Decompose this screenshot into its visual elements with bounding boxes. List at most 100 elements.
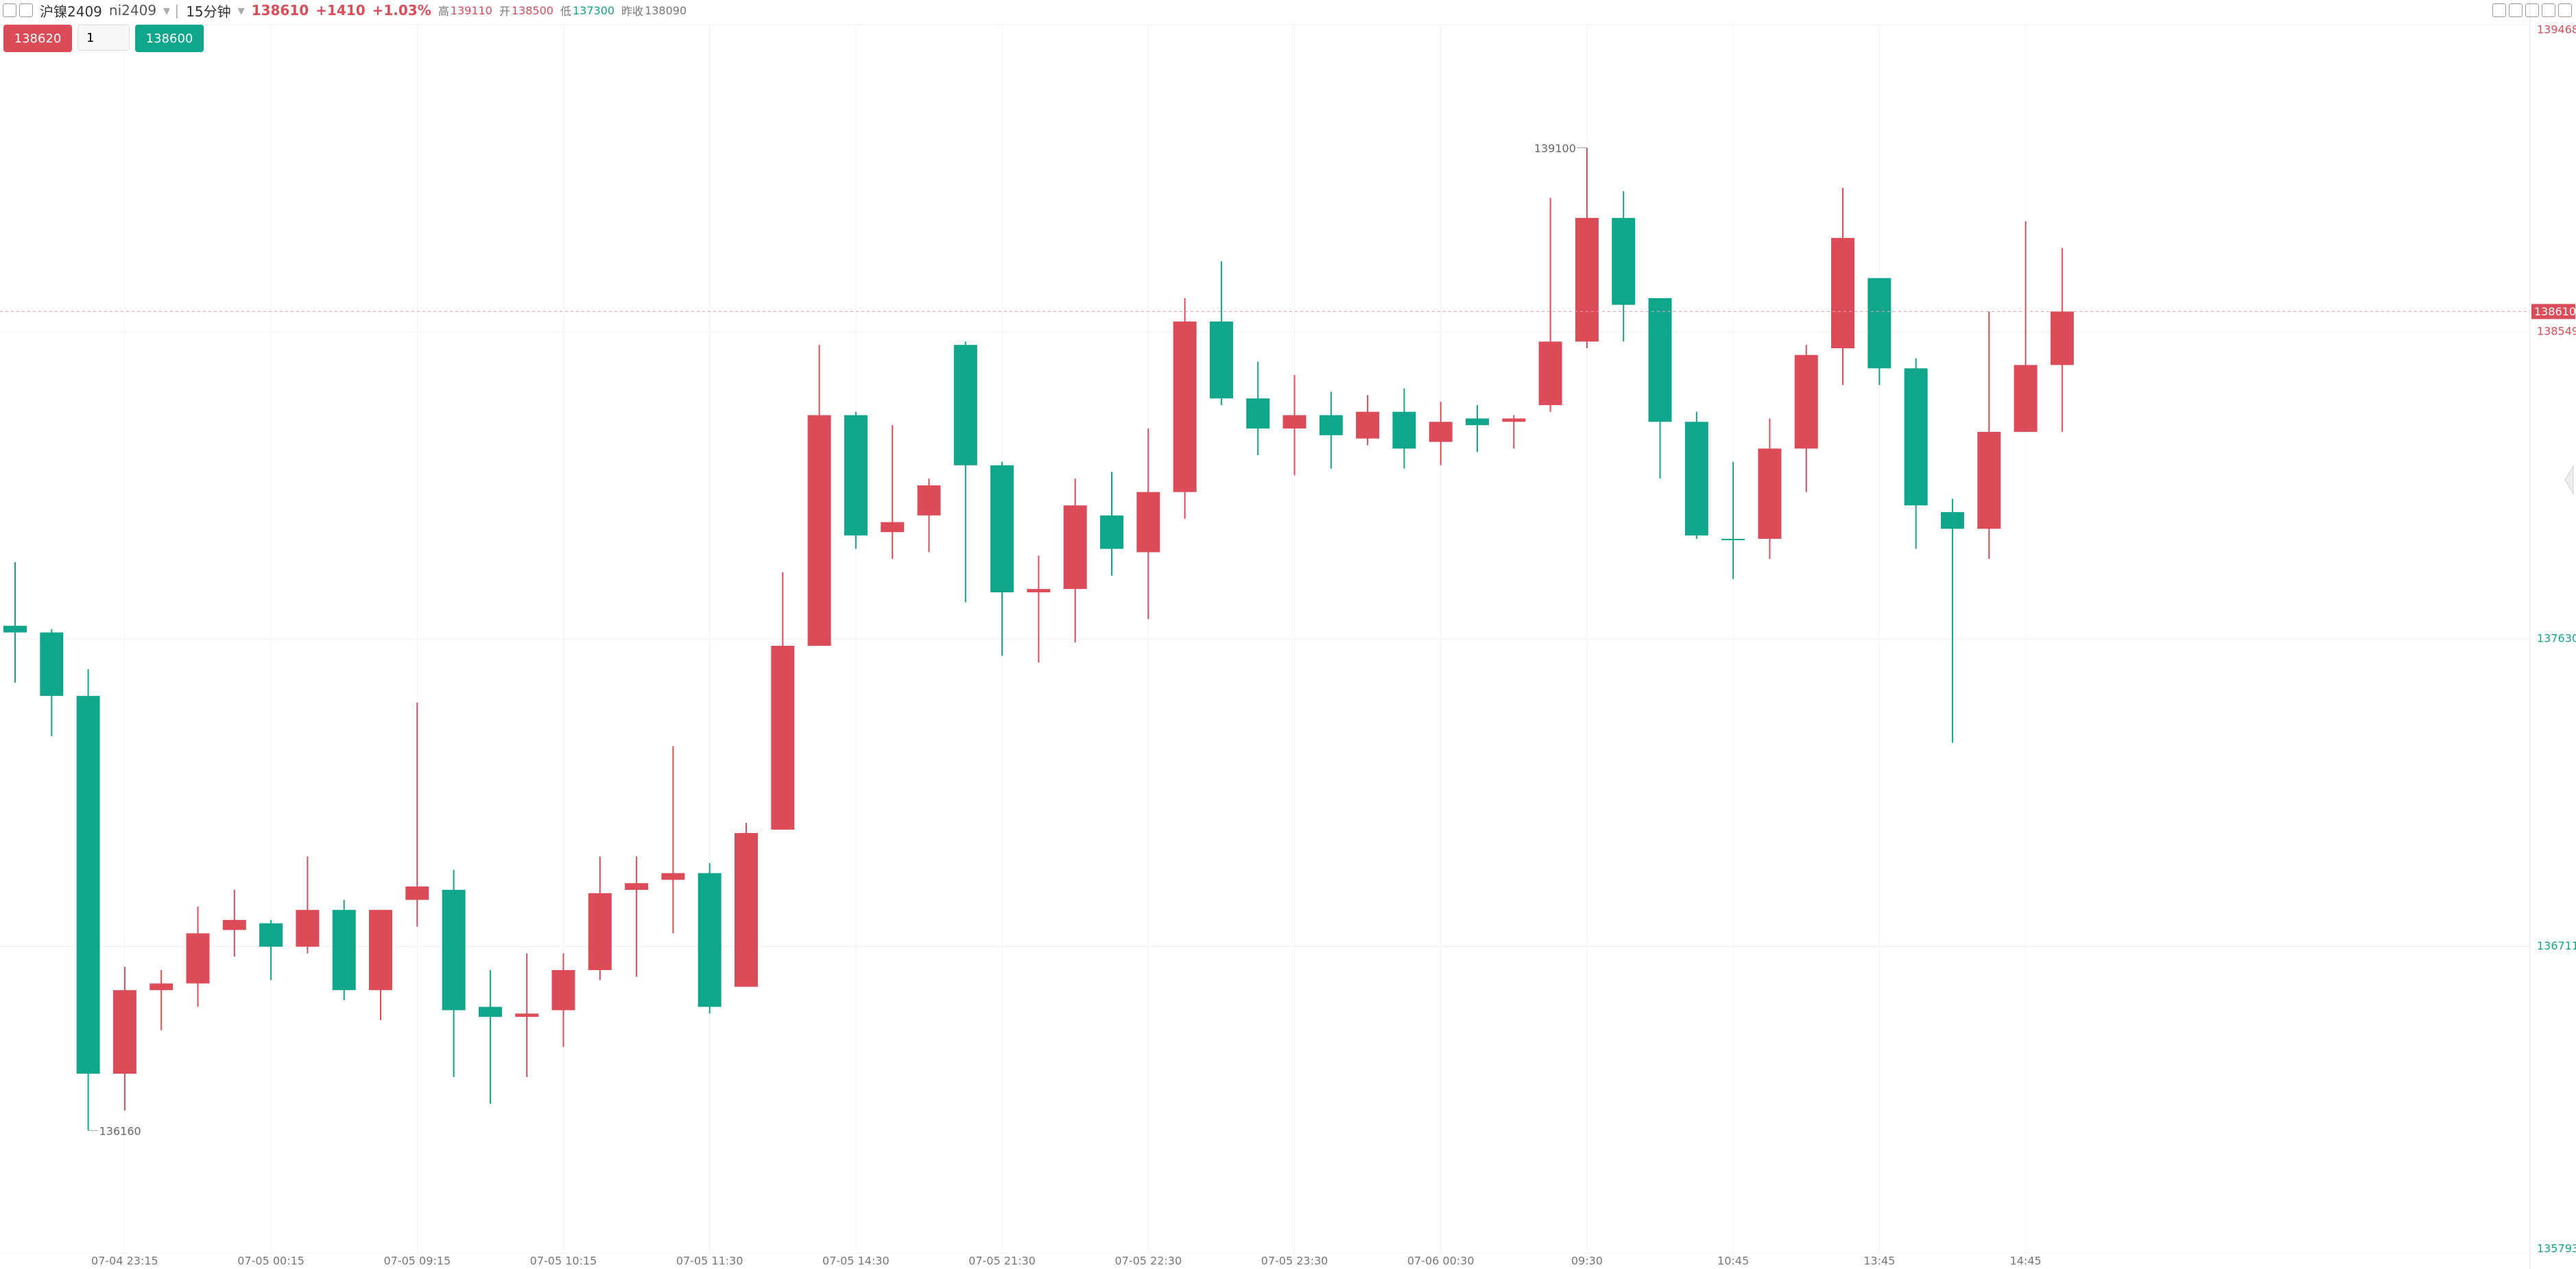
dropdown[interactable]: ▾ bbox=[237, 2, 245, 19]
candle-body bbox=[1173, 322, 1197, 492]
candle-body bbox=[1502, 418, 1526, 422]
divider: ▾ | bbox=[163, 2, 180, 19]
candle-body bbox=[551, 969, 575, 1011]
y-tick-label: 136711 bbox=[2537, 939, 2576, 952]
icon[interactable] bbox=[2509, 3, 2523, 17]
icon[interactable] bbox=[2492, 3, 2506, 17]
x-tick-label: 07-06 00:30 bbox=[1407, 1255, 1475, 1268]
candle-body bbox=[1575, 217, 1599, 342]
candle-body bbox=[40, 632, 64, 697]
candle-body bbox=[405, 886, 429, 900]
x-tick-label: 07-05 09:15 bbox=[383, 1255, 451, 1268]
collapse-handle[interactable] bbox=[2564, 465, 2574, 495]
x-tick-label: 07-05 21:30 bbox=[968, 1255, 1036, 1268]
sell-button[interactable]: 138620 bbox=[3, 25, 72, 52]
x-tick-label: 07-05 00:15 bbox=[237, 1255, 305, 1268]
candle-body bbox=[369, 910, 392, 991]
candle-body bbox=[735, 833, 758, 987]
candle-body bbox=[1466, 418, 1489, 426]
candle-body bbox=[442, 889, 466, 1011]
change-pct: +1.03% bbox=[372, 2, 431, 19]
icon[interactable] bbox=[2542, 3, 2555, 17]
candle-body bbox=[1758, 448, 1782, 539]
candle-body bbox=[1429, 422, 1453, 442]
candle-body bbox=[1209, 322, 1233, 399]
min-annotation: 136160 bbox=[99, 1125, 141, 1138]
last-price: 138610 bbox=[251, 2, 309, 19]
candle-body bbox=[771, 645, 795, 830]
candle-body bbox=[1100, 515, 1123, 549]
candle-body bbox=[259, 923, 283, 947]
candle-body bbox=[478, 1006, 502, 1017]
quantity-input[interactable]: 1 bbox=[77, 25, 130, 51]
candle-body bbox=[2050, 311, 2074, 365]
toolbar: 沪镍2409 ni2409 ▾ | 15分钟 ▾ 138610 +1410 +1… bbox=[0, 0, 2576, 21]
x-tick-label: 07-04 23:15 bbox=[91, 1255, 158, 1268]
buy-button[interactable]: 138600 bbox=[135, 25, 204, 52]
symbol-name[interactable]: 沪镍2409 bbox=[40, 3, 102, 20]
y-tick-label: 139468 bbox=[2537, 23, 2576, 36]
candle-body bbox=[588, 893, 612, 970]
candle-body bbox=[1904, 368, 1928, 506]
candle-body bbox=[661, 873, 685, 880]
icon[interactable] bbox=[3, 3, 16, 17]
candle-body bbox=[917, 485, 941, 516]
candle-body bbox=[1721, 538, 1745, 540]
high-label: 高 bbox=[438, 5, 449, 18]
x-tick-label: 07-05 14:30 bbox=[822, 1255, 890, 1268]
change: +1410 bbox=[315, 2, 366, 19]
prev-close-label: 昨收 bbox=[621, 5, 644, 18]
period[interactable]: 15分钟 bbox=[186, 3, 231, 20]
candle-body bbox=[881, 522, 905, 533]
current-price-tag bbox=[2531, 304, 2575, 319]
x-tick-label: 13:45 bbox=[1863, 1255, 1895, 1268]
icon[interactable] bbox=[2525, 3, 2539, 17]
candle-body bbox=[625, 883, 649, 890]
candle-body bbox=[222, 919, 246, 930]
current-price-label: 138610 bbox=[2534, 305, 2576, 318]
candle-body bbox=[3, 625, 27, 633]
symbol-code[interactable]: ni2409 bbox=[108, 2, 157, 19]
candle-body bbox=[1246, 398, 1270, 429]
y-tick-label: 137630 bbox=[2537, 632, 2576, 645]
candle-body bbox=[1319, 415, 1343, 435]
high: 139110 bbox=[450, 3, 492, 17]
candle-body bbox=[1027, 589, 1051, 592]
candle-body bbox=[697, 873, 721, 1007]
candle-body bbox=[150, 983, 174, 991]
candle-body bbox=[1648, 298, 1672, 422]
x-tick-label: 07-05 23:30 bbox=[1261, 1255, 1328, 1268]
candle-body bbox=[1283, 415, 1307, 429]
max-annotation: 139100 bbox=[1534, 142, 1576, 155]
candle-body bbox=[1868, 278, 1892, 369]
candle-body bbox=[1356, 411, 1380, 439]
order-row: 138620 1 138600 bbox=[3, 25, 204, 52]
x-tick-label: 10:45 bbox=[1717, 1255, 1749, 1268]
candle-body bbox=[1977, 431, 2001, 529]
icon[interactable] bbox=[2558, 3, 2572, 17]
x-tick-label: 09:30 bbox=[1571, 1255, 1603, 1268]
icon[interactable] bbox=[19, 3, 33, 17]
candle-body bbox=[515, 1013, 539, 1017]
prev-close: 138090 bbox=[645, 3, 687, 17]
candle-body bbox=[112, 990, 136, 1074]
candle-body bbox=[1538, 341, 1562, 405]
candle-body bbox=[953, 345, 977, 466]
candle-body bbox=[1612, 217, 1636, 305]
candle-body bbox=[1684, 422, 1708, 536]
candle-body bbox=[1940, 511, 1964, 529]
candle-body bbox=[1063, 505, 1087, 590]
candle-body bbox=[296, 910, 320, 947]
candle-body bbox=[1794, 354, 1818, 449]
candle-body bbox=[76, 696, 100, 1074]
x-tick-label: 07-05 11:30 bbox=[676, 1255, 743, 1268]
x-tick-label: 14:45 bbox=[2009, 1255, 2041, 1268]
y-tick-label: 138549 bbox=[2537, 325, 2576, 338]
open: 138500 bbox=[511, 3, 553, 17]
candle-body bbox=[186, 933, 210, 984]
candle-body bbox=[844, 415, 868, 536]
candle-body bbox=[332, 910, 356, 991]
low-label: 低 bbox=[560, 5, 571, 18]
